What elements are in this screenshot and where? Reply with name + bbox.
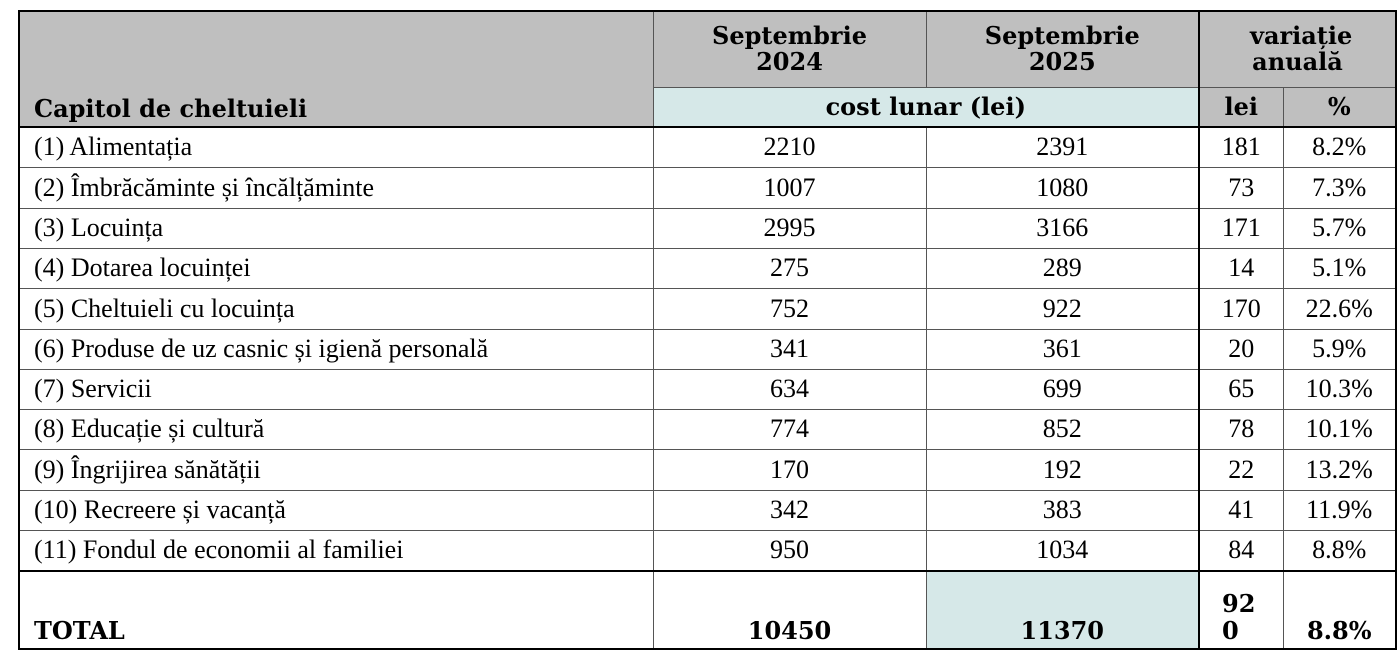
cost-2025: 1034 xyxy=(925,529,1200,572)
table-row: (2) Îmbrăcăminte și încălțăminte 1007 1080… xyxy=(18,167,1397,209)
cost-2024: 774 xyxy=(652,409,927,451)
cost-2025: 1080 xyxy=(925,167,1200,209)
cost-2024: 170 xyxy=(652,449,927,491)
change-pct: 8.8% xyxy=(1282,529,1397,572)
table-row: (5) Cheltuieli cu locuința 752 922 170 22.6% xyxy=(18,288,1397,330)
change-lei: 78 xyxy=(1198,409,1284,451)
row-label: (1) Alimentația xyxy=(18,126,654,169)
change-pct: 5.7% xyxy=(1282,207,1397,249)
cost-2024: 275 xyxy=(652,247,927,290)
change-lei: 73 xyxy=(1198,167,1284,209)
total-change-lei: 920 xyxy=(1198,570,1284,650)
cost-2024: 634 xyxy=(652,368,927,411)
row-label: (5) Cheltuieli cu locuința xyxy=(18,288,654,330)
cost-2025: 852 xyxy=(925,409,1200,451)
change-lei: 84 xyxy=(1198,529,1284,572)
cost-2025: 361 xyxy=(925,328,1200,370)
cost-2025: 383 xyxy=(925,489,1200,531)
header-category: Capitol de cheltuieli xyxy=(18,10,654,128)
cost-2025: 192 xyxy=(925,449,1200,491)
change-pct: 7.3% xyxy=(1282,167,1397,209)
change-lei: 20 xyxy=(1198,328,1284,370)
row-label: (2) Îmbrăcăminte și încălțăminte xyxy=(18,167,654,209)
cost-2024: 342 xyxy=(652,489,927,531)
cost-2024: 341 xyxy=(652,328,927,370)
table-row: (8) Educație și cultură 774 852 78 10.1% xyxy=(18,409,1397,451)
row-label: (11) Fondul de economii al familiei xyxy=(18,529,654,572)
table-body: (1) Alimentația 2210 2391 181 8.2% (2) Îmbrăc… xyxy=(18,126,1397,650)
cost-2025: 2391 xyxy=(925,126,1200,169)
change-lei: 181 xyxy=(1198,126,1284,169)
cost-2024: 752 xyxy=(652,288,927,330)
cost-2024: 1007 xyxy=(652,167,927,209)
total-row: TOTAL 10450 11370 920 8.8% xyxy=(18,570,1397,650)
header-period: Septembrie 2024 xyxy=(652,10,927,88)
total-cost-2025: 11370 xyxy=(925,570,1200,650)
header-unit: cost lunar (lei) xyxy=(652,86,1200,128)
cost-2025: 289 xyxy=(925,247,1200,290)
cost-table: Capitol de cheltuieli Septembrie 2024 Se… xyxy=(18,10,1397,650)
change-lei: 41 xyxy=(1198,489,1284,531)
header-change-pct: % xyxy=(1282,86,1397,128)
header-change: variație anuală xyxy=(1198,10,1397,88)
row-label: (7) Servicii xyxy=(18,368,654,411)
change-pct: 10.3% xyxy=(1282,368,1397,411)
total-change-lei-text: 920 xyxy=(1222,589,1256,645)
header-change-lei: lei xyxy=(1198,86,1284,128)
row-label: (3) Locuința xyxy=(18,207,654,249)
row-label: (10) Recreere și vacanță xyxy=(18,489,654,531)
table-row: (6) Produse de uz casnic și igienă perso… xyxy=(18,328,1397,370)
table-row: (11) Fondul de economii al familiei 950 10… xyxy=(18,529,1397,572)
row-label: (4) Dotarea locuinței xyxy=(18,247,654,290)
change-lei: 171 xyxy=(1198,207,1284,249)
change-pct: 11.9% xyxy=(1282,489,1397,531)
total-row-label: TOTAL xyxy=(18,570,654,650)
change-lei: 170 xyxy=(1198,288,1284,330)
cost-2025: 922 xyxy=(925,288,1200,330)
row-label: (6) Produse de uz casnic și igienă perso… xyxy=(18,328,654,370)
change-lei: 65 xyxy=(1198,368,1284,411)
cost-2024: 2210 xyxy=(652,126,927,169)
cost-2024: 950 xyxy=(652,529,927,572)
table-row: (9) Îngrijirea sănătății 170 192 22 13.2% xyxy=(18,449,1397,491)
change-lei: 14 xyxy=(1198,247,1284,290)
table-row: (1) Alimentația 2210 2391 181 8.2% xyxy=(18,126,1397,169)
row-label: (9) Îngrijirea sănătății xyxy=(18,449,654,491)
change-pct: 5.9% xyxy=(1282,328,1397,370)
header-period: Septembrie 2025 xyxy=(925,10,1200,88)
cost-2025: 3166 xyxy=(925,207,1200,249)
change-pct: 13.2% xyxy=(1282,449,1397,491)
table-row: (7) Servicii 634 699 65 10.3% xyxy=(18,368,1397,411)
change-lei: 22 xyxy=(1198,449,1284,491)
table-row: (3) Locuința 2995 3166 171 5.7% xyxy=(18,207,1397,249)
cost-2025: 699 xyxy=(925,368,1200,411)
cost-2024: 2995 xyxy=(652,207,927,249)
total-change-pct: 8.8% xyxy=(1282,570,1397,650)
total-cost-2024: 10450 xyxy=(652,570,927,650)
table-row: (10) Recreere și vacanță 342 383 41 11.9% xyxy=(18,489,1397,531)
change-pct: 10.1% xyxy=(1282,409,1397,451)
table-row: (4) Dotarea locuinței 275 289 14 5.1% xyxy=(18,247,1397,290)
row-label: (8) Educație și cultură xyxy=(18,409,654,451)
change-pct: 5.1% xyxy=(1282,247,1397,290)
change-pct: 8.2% xyxy=(1282,126,1397,169)
change-pct: 22.6% xyxy=(1282,288,1397,330)
